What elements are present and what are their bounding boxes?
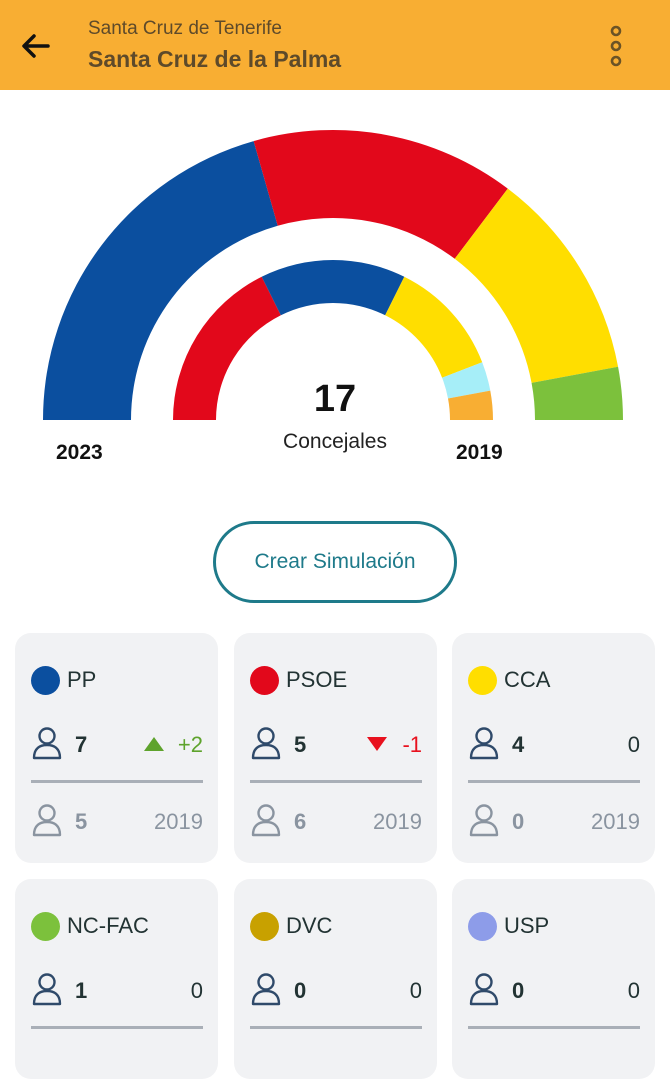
person-icon xyxy=(468,972,500,1006)
current-seats: 5 xyxy=(294,732,307,757)
party-color-dot xyxy=(250,912,279,941)
card-divider xyxy=(468,1026,640,1029)
previous-seats-row: 5 2019 xyxy=(31,803,203,839)
current-seats: 1 xyxy=(75,978,88,1003)
previous-seats: 5 xyxy=(75,809,88,834)
page-title: Santa Cruz de la Palma xyxy=(88,46,342,72)
triangle-up-icon xyxy=(143,736,165,752)
party-card-usp[interactable]: USP 0 0 xyxy=(452,879,655,1079)
seat-distribution-chart xyxy=(43,129,623,420)
party-color-dot xyxy=(250,666,279,695)
more-vertical-icon[interactable] xyxy=(604,24,628,68)
total-seats: 17 xyxy=(313,378,357,420)
previous-year: 2019 xyxy=(154,809,203,834)
person-icon xyxy=(31,972,63,1006)
person-icon xyxy=(250,972,282,1006)
previous-seats-row: 0 2019 xyxy=(468,803,640,839)
inner-ring-year: 2019 xyxy=(456,441,503,464)
card-divider xyxy=(468,780,640,783)
create-simulation-button[interactable]: Crear Simulación xyxy=(213,521,457,603)
party-card-dvc[interactable]: DVC 0 0 xyxy=(234,879,437,1079)
person-icon xyxy=(31,726,63,760)
seat-change: 0 xyxy=(409,978,422,1003)
chart-slice-2023-pp xyxy=(43,141,278,420)
chart-slice-2019-psoe xyxy=(173,276,281,420)
header-subtitle: Santa Cruz de Tenerife xyxy=(88,18,282,39)
party-color-dot xyxy=(468,666,497,695)
party-name: PSOE xyxy=(286,667,348,692)
app-header: Santa Cruz de Tenerife Santa Cruz de la … xyxy=(0,0,670,90)
chart-slice-2019-other-3 xyxy=(442,362,491,399)
current-seats: 0 xyxy=(294,978,307,1003)
party-color-dot xyxy=(31,912,60,941)
seat-change: 0 xyxy=(190,978,203,1003)
chart-slice-2023-nc-fac xyxy=(531,366,623,420)
party-color-dot xyxy=(468,912,497,941)
party-card-pp[interactable]: PP 7 +2 5 2019 xyxy=(15,633,218,863)
seats-label: Concejales xyxy=(283,430,387,453)
person-icon xyxy=(250,726,282,760)
card-divider xyxy=(31,780,203,783)
chart-slice-2019-cca xyxy=(385,276,483,378)
party-card-psoe[interactable]: PSOE 5 -1 6 2019 xyxy=(234,633,437,863)
chart-slice-2023-cca xyxy=(454,188,619,383)
current-seats: 7 xyxy=(75,732,88,757)
person-icon xyxy=(250,803,282,837)
party-color-dot xyxy=(31,666,60,695)
seat-change: 0 xyxy=(627,732,640,757)
party-card-nc-fac[interactable]: NC-FAC 1 0 xyxy=(15,879,218,1079)
current-seats: 4 xyxy=(512,732,525,757)
current-seats-row: 5 -1 xyxy=(250,726,422,762)
back-arrow-icon[interactable] xyxy=(18,28,54,64)
previous-seats: 6 xyxy=(294,809,307,834)
person-icon xyxy=(31,803,63,837)
card-divider xyxy=(250,1026,422,1029)
previous-seats: 0 xyxy=(512,809,525,834)
party-card-cca[interactable]: CCA 4 0 0 2019 xyxy=(452,633,655,863)
current-seats-row: 7 +2 xyxy=(31,726,203,762)
current-seats: 0 xyxy=(512,978,525,1003)
party-name: DVC xyxy=(286,913,333,938)
chart-slice-2023-psoe xyxy=(253,129,508,259)
previous-year: 2019 xyxy=(591,809,640,834)
party-name: CCA xyxy=(504,667,551,692)
seat-change: +2 xyxy=(177,732,203,757)
outer-ring-year: 2023 xyxy=(56,441,103,464)
person-icon xyxy=(468,726,500,760)
triangle-down-icon xyxy=(366,736,388,752)
party-name: PP xyxy=(67,667,97,692)
seat-change: 0 xyxy=(627,978,640,1003)
party-name: NC-FAC xyxy=(67,913,149,938)
previous-seats-row: 6 2019 xyxy=(250,803,422,839)
seat-change: -1 xyxy=(402,732,422,757)
card-divider xyxy=(31,1026,203,1029)
party-name: USP xyxy=(504,913,550,938)
card-divider xyxy=(250,780,422,783)
chart-slice-2019-other-4 xyxy=(448,390,493,420)
person-icon xyxy=(468,803,500,837)
previous-year: 2019 xyxy=(373,809,422,834)
chart-slice-2019-pp xyxy=(261,260,405,316)
